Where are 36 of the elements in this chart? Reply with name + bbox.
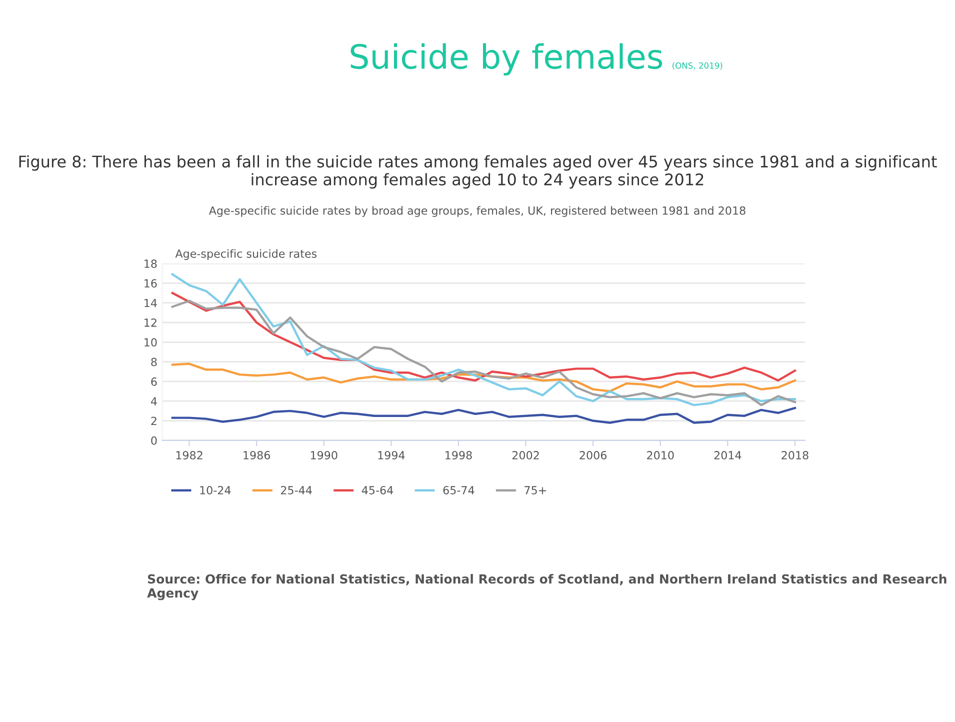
x-tick-label: 1982 (176, 451, 202, 460)
y-tick-label: 4 (150, 397, 157, 406)
y-tick-label: 18 (144, 260, 157, 268)
y-tick-label: 16 (144, 279, 157, 288)
y-axis-title: Age-specific suicide rates (175, 249, 317, 260)
legend-label: 10-24 (200, 486, 231, 494)
legend-label: 65-74 (443, 486, 474, 494)
legend-label: 25-44 (281, 486, 312, 494)
source-note: Source: Office for National Statistics, National Records of Scotland, and Northern Ireland Statistics and Research Agency (147, 574, 946, 600)
x-tick-label: 1994 (378, 451, 405, 460)
y-tick-label: 8 (151, 358, 157, 366)
text: (ONS, 2019) (672, 62, 722, 70)
y-tick-label: 10 (144, 338, 157, 347)
y-tick-label: 14 (144, 298, 157, 308)
line-series (171, 406, 796, 424)
x-tick-label: 1998 (446, 451, 472, 460)
chart-subtitle: Age-specific suicide rates by broad age groups, females, UK, registered between 1981 and 2018 (208, 206, 746, 217)
x-tick-label: 1986 (244, 451, 270, 460)
x-tick-label: 2002 (512, 451, 539, 460)
x-tick-label: 1990 (310, 451, 338, 460)
line-series (171, 273, 796, 406)
x-tick-label: 2014 (714, 451, 742, 460)
x-tick-label: 2010 (647, 451, 674, 460)
line-series (171, 300, 796, 406)
y-tick-label: 0 (151, 436, 157, 445)
line-series (171, 292, 796, 382)
legend-label: 45-64 (362, 486, 394, 494)
y-tick-label: 2 (151, 416, 156, 425)
y-tick-label: 6 (151, 377, 157, 386)
legend-label: 75+ (524, 486, 546, 494)
chart-title: Figure 8: There has been a fall in the suicide rates among females aged over 45 years since 1981 and a significant increase among females aged 10 to 24 years since 2012 (19, 155, 937, 189)
x-tick-label: 2006 (580, 451, 607, 460)
line-series (171, 362, 796, 392)
y-tick-label: 12 (144, 318, 156, 327)
text: Suicide by females (350, 43, 662, 76)
x-tick-label: 2018 (782, 451, 808, 460)
